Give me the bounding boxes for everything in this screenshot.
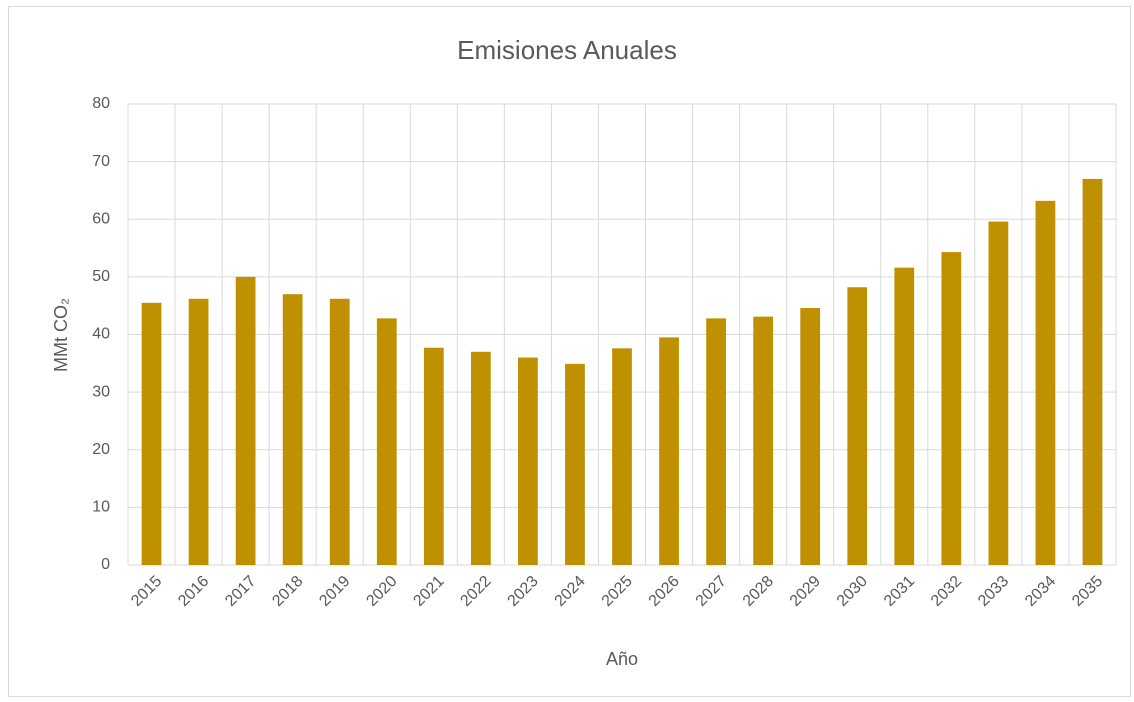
bar xyxy=(282,294,303,565)
y-tick-label: 60 xyxy=(92,210,110,227)
bar xyxy=(800,307,821,565)
x-tick-label: 2022 xyxy=(457,573,494,610)
y-tick-label: 70 xyxy=(92,153,110,170)
y-tick-label: 20 xyxy=(92,441,110,458)
x-tick-label: 2034 xyxy=(1022,573,1059,610)
bar xyxy=(470,351,491,565)
bar xyxy=(847,287,868,565)
bar xyxy=(565,363,585,565)
x-tick-label: 2016 xyxy=(175,573,212,610)
x-tick-label: 2035 xyxy=(1069,573,1106,610)
bar xyxy=(659,337,679,565)
x-tick-label: 2033 xyxy=(975,573,1012,610)
x-tick-label: 2029 xyxy=(787,573,824,610)
bar xyxy=(376,318,397,565)
x-tick-label: 2024 xyxy=(552,573,589,610)
x-tick-label: 2021 xyxy=(410,573,447,610)
x-tick-label: 2026 xyxy=(646,573,683,610)
y-tick-label: 80 xyxy=(92,95,110,112)
bar xyxy=(706,318,726,565)
bar xyxy=(612,348,632,565)
x-tick-label: 2025 xyxy=(599,573,636,610)
x-axis-title: Año xyxy=(606,649,638,669)
x-tick-label: 2031 xyxy=(881,573,918,610)
x-tick-label: 2019 xyxy=(316,573,353,610)
bar xyxy=(941,252,962,565)
x-tick-label: 2030 xyxy=(834,573,871,610)
x-tick-label: 2023 xyxy=(505,573,542,610)
bar xyxy=(1035,200,1056,565)
x-tick-label: 2032 xyxy=(928,573,965,610)
bar xyxy=(423,347,444,565)
chart-border xyxy=(8,6,1131,697)
x-tick-label: 2027 xyxy=(693,573,730,610)
x-tick-label: 2018 xyxy=(269,573,306,610)
bar xyxy=(235,276,256,565)
bar xyxy=(894,267,915,565)
chart-title: Emisiones Anuales xyxy=(457,35,677,65)
y-tick-label: 10 xyxy=(92,499,110,516)
bar xyxy=(518,357,538,565)
y-axis-title: MMt CO₂ xyxy=(51,298,71,372)
x-tick-label: 2020 xyxy=(363,573,400,610)
bar xyxy=(988,221,1009,565)
x-tick-label: 2017 xyxy=(222,573,259,610)
y-tick-label: 30 xyxy=(92,383,110,400)
y-tick-label: 40 xyxy=(92,326,110,343)
bar xyxy=(141,302,162,565)
x-tick-label: 2028 xyxy=(740,573,777,610)
y-tick-label: 50 xyxy=(92,268,110,285)
y-tick-label: 0 xyxy=(101,556,110,573)
bar xyxy=(188,298,209,565)
bar xyxy=(1082,178,1103,565)
bar xyxy=(753,316,774,565)
x-tick-label: 2015 xyxy=(128,573,165,610)
bar xyxy=(329,298,350,565)
